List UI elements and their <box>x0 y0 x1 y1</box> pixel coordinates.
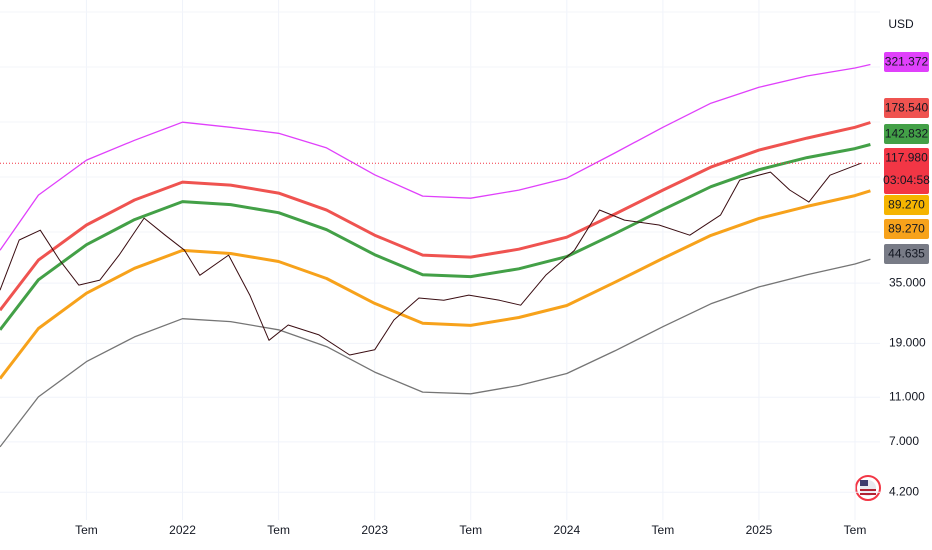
series-line <box>0 63 871 251</box>
price-label: 89.270 <box>888 198 925 212</box>
price-label-box <box>884 124 929 144</box>
flag-icon[interactable] <box>855 475 881 501</box>
series-line <box>0 162 861 356</box>
price-label-box <box>884 98 929 118</box>
price-label-box <box>884 52 929 72</box>
price-label: 321.372 <box>885 55 929 69</box>
price-label: 142.832 <box>885 127 929 141</box>
grid <box>0 0 880 520</box>
flag-canton[interactable] <box>860 480 868 486</box>
price-label-box <box>884 148 929 194</box>
price-label: 117.980 <box>885 151 928 165</box>
y-tick-label: 4.200 <box>889 484 919 498</box>
y-tick-label: 35.000 <box>889 275 926 289</box>
x-tick-label: Tem <box>844 523 867 537</box>
series-line <box>0 258 871 448</box>
price-label: 178.540 <box>885 101 929 115</box>
price-label-box <box>884 244 929 264</box>
y-tick-label: 11.000 <box>889 389 925 403</box>
series-line <box>0 121 871 312</box>
x-tick-label: 2022 <box>169 523 196 537</box>
currency-label: USD <box>888 17 914 31</box>
y-tick-label: 7.000 <box>889 434 919 448</box>
x-tick-label: 2025 <box>746 523 773 537</box>
x-tick-label: Tem <box>459 523 482 537</box>
x-tick-label: 2024 <box>553 523 580 537</box>
price-label-box <box>884 195 929 215</box>
series-line <box>0 189 871 380</box>
y-tick-label: 19.000 <box>889 336 926 350</box>
price-label: 44.635 <box>888 247 925 261</box>
x-tick-label: Tem <box>267 523 290 537</box>
countdown-label: 03:04:58 <box>883 173 930 187</box>
price-label: 89.270 <box>888 222 925 236</box>
x-tick-label: Tem <box>652 523 675 537</box>
price-label-box <box>884 219 929 239</box>
x-tick-label: Tem <box>75 523 98 537</box>
x-tick-label: 2023 <box>361 523 388 537</box>
series-line <box>0 143 871 331</box>
